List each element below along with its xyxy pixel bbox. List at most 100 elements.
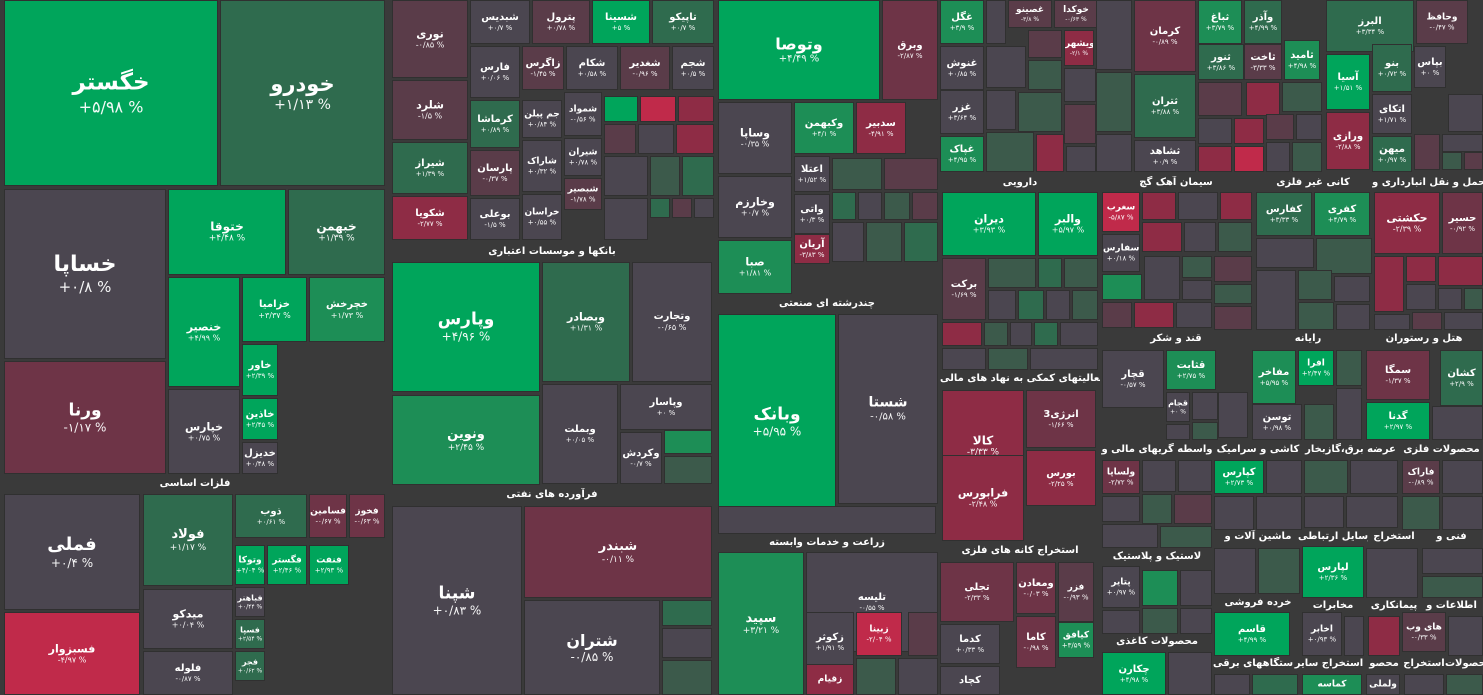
stock-tile-small[interactable] bbox=[640, 96, 676, 122]
stock-tile-small[interactable] bbox=[1442, 134, 1483, 152]
stock-tile[interactable]: پتاير +۰/۹۷ % bbox=[1102, 566, 1140, 608]
stock-tile[interactable]: غنوش +۰/۸۵ % bbox=[940, 46, 984, 90]
stock-tile[interactable]: ثشاهد +۰/۹ % bbox=[1134, 140, 1196, 172]
stock-tile[interactable]: بورس -۲/۲۵ % bbox=[1026, 450, 1096, 506]
stock-tile[interactable]: توسن +۰/۹۸ % bbox=[1252, 404, 1302, 440]
stock-tile-small[interactable] bbox=[1214, 306, 1252, 330]
stock-tile-small[interactable] bbox=[1442, 152, 1462, 170]
stock-tile[interactable]: كاما -۰/۹۸ % bbox=[1016, 616, 1056, 668]
stock-tile[interactable]: سپيد +۳/۲۱ % bbox=[718, 552, 804, 695]
stock-tile[interactable]: قچار -۰/۵۷ % bbox=[1102, 350, 1164, 408]
stock-tile-small[interactable] bbox=[1256, 496, 1302, 530]
stock-tile[interactable]: شكويا -۲/۷۷ % bbox=[392, 196, 468, 240]
stock-tile[interactable]: فباهنر +۰/۴۴ % bbox=[235, 587, 265, 617]
stock-tile-small[interactable] bbox=[1192, 392, 1218, 420]
stock-tile[interactable]: خچرخش +۱/۷۳ % bbox=[309, 277, 385, 342]
stock-tile[interactable]: خنصير +۴/۹۹ % bbox=[168, 277, 240, 387]
stock-tile[interactable]: وتوكا +۴/۰۴ % bbox=[235, 545, 265, 585]
stock-tile[interactable]: شجم +۰/۵ % bbox=[672, 46, 714, 90]
stock-tile[interactable]: نوری -۰/۸۵ % bbox=[392, 0, 468, 78]
stock-tile-small[interactable] bbox=[1142, 494, 1172, 524]
stock-tile[interactable]: جم پيلن +۰/۸۴ % bbox=[522, 100, 562, 138]
stock-tile-small[interactable] bbox=[1174, 494, 1212, 524]
stock-tile[interactable]: ثتران +۳/۸۸ % bbox=[1134, 74, 1196, 138]
stock-tile[interactable]: ورازی -۲/۸۸ % bbox=[1326, 112, 1370, 170]
stock-tile-small[interactable] bbox=[604, 96, 638, 122]
stock-tile-small[interactable] bbox=[1018, 290, 1044, 320]
stock-tile-small[interactable] bbox=[1246, 82, 1280, 116]
stock-tile-small[interactable] bbox=[832, 222, 864, 262]
stock-tile[interactable]: وكردش -۰/۷ % bbox=[620, 432, 662, 484]
stock-tile-small[interactable] bbox=[1368, 616, 1400, 656]
stock-tile[interactable]: زاگرس -۱/۴۵ % bbox=[522, 46, 564, 90]
stock-tile-small[interactable] bbox=[1142, 460, 1176, 492]
stock-tile[interactable]: سفارس +۰/۱۸ % bbox=[1102, 234, 1140, 272]
stock-tile[interactable]: كچاد bbox=[940, 666, 1000, 695]
stock-tile[interactable]: شكام +۰/۵۸ % bbox=[566, 46, 618, 90]
stock-tile-small[interactable] bbox=[678, 96, 714, 122]
stock-tile[interactable]: خاذين +۲/۴۵ % bbox=[242, 398, 278, 440]
stock-tile[interactable]: آريان -۳/۸۳ % bbox=[794, 234, 830, 264]
stock-tile-small[interactable] bbox=[1266, 142, 1290, 172]
stock-tile-small[interactable] bbox=[1214, 256, 1252, 282]
stock-tile[interactable]: بركت -۱/۶۹ % bbox=[942, 258, 986, 320]
stock-tile-small[interactable] bbox=[1180, 608, 1212, 634]
stock-tile[interactable]: ورنا -۱/۱۷ % bbox=[4, 361, 166, 474]
stock-tile[interactable]: خپارس +۰/۷۵ % bbox=[168, 389, 240, 474]
stock-tile-small[interactable] bbox=[1334, 276, 1370, 302]
stock-tile-small[interactable] bbox=[1184, 222, 1216, 252]
stock-tile[interactable]: والبر +۵/۹۷ % bbox=[1038, 192, 1098, 256]
stock-tile-small[interactable] bbox=[1412, 312, 1442, 330]
stock-tile[interactable]: خوكدا -۰/۶۳ % bbox=[1054, 0, 1098, 28]
stock-tile-small[interactable] bbox=[1344, 616, 1364, 656]
stock-tile-small[interactable] bbox=[1102, 610, 1140, 634]
stock-tile-small[interactable] bbox=[1198, 118, 1232, 144]
stock-tile-small[interactable] bbox=[988, 290, 1016, 320]
stock-tile[interactable]: وتوصا +۴/۴۹ % bbox=[718, 0, 880, 100]
stock-tile-small[interactable] bbox=[1182, 280, 1212, 300]
stock-tile-small[interactable] bbox=[1304, 404, 1334, 440]
stock-tile[interactable]: زبينا -۲/۰۴ % bbox=[856, 612, 902, 656]
stock-tile-small[interactable] bbox=[1198, 82, 1242, 116]
stock-tile[interactable]: صبا +۱/۸۱ % bbox=[718, 240, 792, 294]
stock-tile-small[interactable] bbox=[662, 600, 712, 626]
stock-tile[interactable]: فارس +۰/۰۶ % bbox=[470, 46, 520, 98]
stock-tile-small[interactable] bbox=[1178, 192, 1218, 220]
stock-tile[interactable]: وكبهمن +۴/۱ % bbox=[794, 102, 854, 154]
stock-tile-small[interactable] bbox=[1072, 290, 1098, 320]
stock-tile-small[interactable] bbox=[884, 192, 910, 220]
stock-tile-small[interactable] bbox=[1234, 146, 1264, 172]
stock-tile[interactable]: پارسان -۰/۳۷ % bbox=[470, 150, 520, 196]
stock-tile-small[interactable] bbox=[1102, 524, 1158, 548]
stock-tile[interactable]: خراسان +۰/۵۵ % bbox=[522, 194, 562, 240]
stock-tile-small[interactable] bbox=[898, 658, 938, 695]
stock-tile[interactable]: شاراک +۰/۳۲ % bbox=[522, 140, 562, 192]
stock-tile[interactable]: بوعلی -۱/۵ % bbox=[470, 198, 520, 240]
stock-tile[interactable]: ثاخت -۳/۳۳ % bbox=[1244, 44, 1282, 80]
stock-tile[interactable]: آسيا +۱/۵۱ % bbox=[1326, 54, 1370, 110]
stock-tile-small[interactable] bbox=[1464, 152, 1483, 170]
stock-tile-small[interactable] bbox=[1036, 134, 1064, 172]
stock-tile-small[interactable] bbox=[676, 124, 714, 154]
stock-tile-small[interactable] bbox=[1064, 104, 1096, 144]
stock-tile-small[interactable] bbox=[1182, 256, 1212, 278]
stock-tile[interactable]: زقيام bbox=[806, 664, 854, 695]
stock-tile-small[interactable] bbox=[1266, 460, 1302, 494]
stock-tile-small[interactable] bbox=[672, 198, 692, 218]
stock-tile-small[interactable] bbox=[1350, 460, 1398, 494]
stock-tile[interactable]: قثابت +۲/۷۵ % bbox=[1166, 350, 1216, 390]
stock-tile[interactable]: شپنا +۰/۸۳ % bbox=[392, 506, 522, 695]
stock-tile-small[interactable] bbox=[1066, 146, 1096, 172]
stock-tile-small[interactable] bbox=[1442, 496, 1483, 530]
stock-tile-small[interactable] bbox=[1252, 674, 1298, 695]
stock-tile[interactable]: فاراک -۰/۸۹ % bbox=[1402, 460, 1440, 494]
stock-tile[interactable]: خودرو +۱/۱۳ % bbox=[220, 0, 385, 186]
stock-tile-small[interactable] bbox=[1064, 258, 1098, 288]
stock-tile-small[interactable] bbox=[1064, 68, 1096, 102]
stock-tile[interactable]: فنفت +۲/۹۳ % bbox=[309, 545, 349, 585]
stock-tile-small[interactable] bbox=[1256, 238, 1314, 268]
stock-tile-small[interactable] bbox=[1180, 570, 1212, 606]
stock-tile-small[interactable] bbox=[1464, 288, 1483, 310]
stock-tile-small[interactable] bbox=[1218, 392, 1248, 438]
stock-tile-small[interactable] bbox=[1168, 652, 1212, 695]
